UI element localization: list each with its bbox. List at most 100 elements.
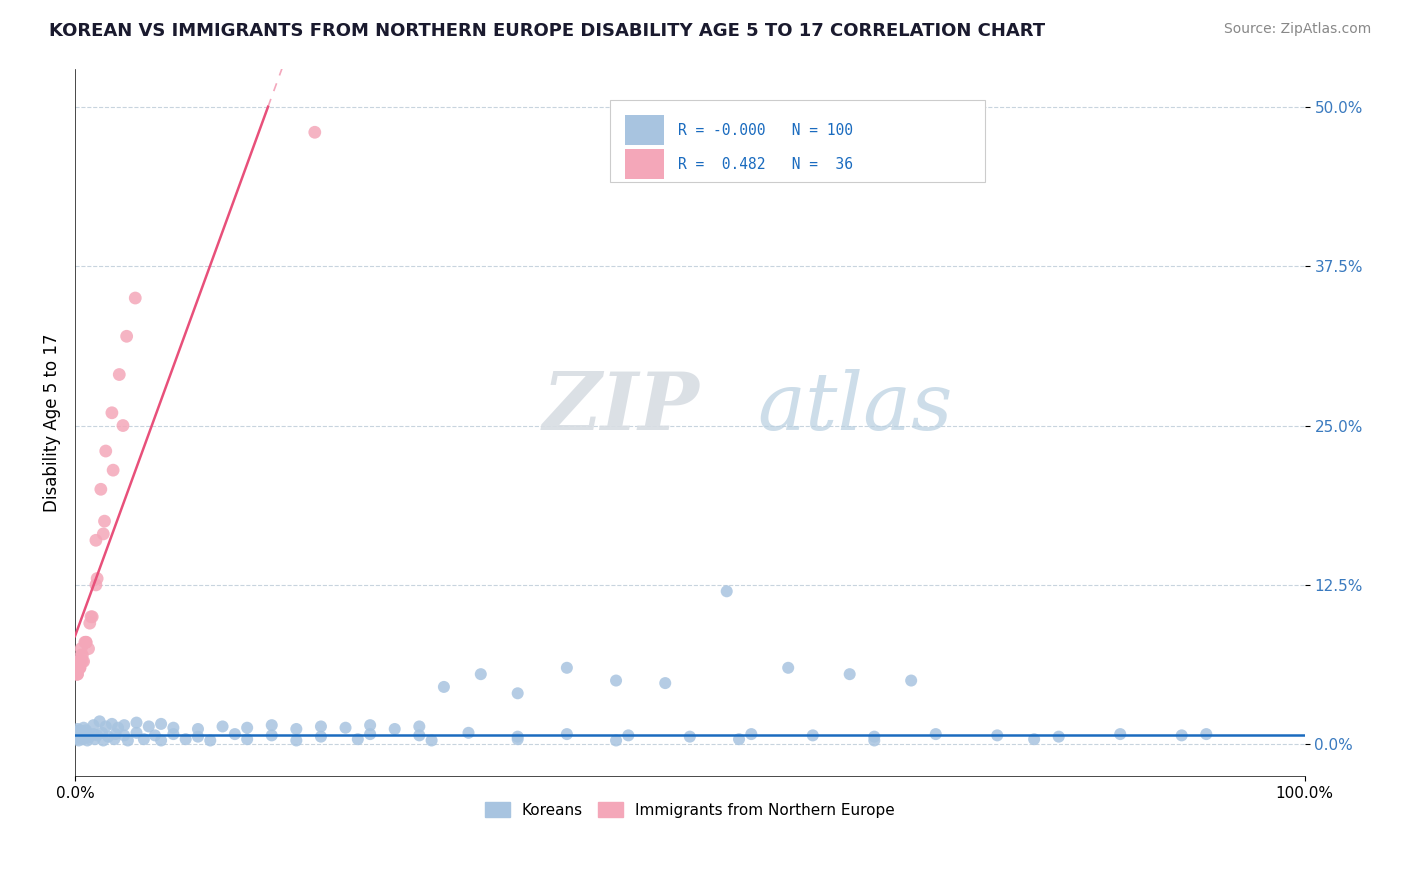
Point [67, 661, 90, 675]
Point [200, 733, 222, 747]
Point [76, 733, 98, 747]
Point [309, 719, 332, 733]
Point [72, 721, 94, 735]
Point [103, 732, 125, 747]
Point [75, 728, 97, 742]
Point [97, 730, 120, 744]
Point [76, 727, 98, 741]
Point [863, 730, 886, 744]
Point [801, 728, 824, 742]
Point [82, 727, 104, 741]
Text: R =  0.482   N =  36: R = 0.482 N = 36 [678, 157, 852, 171]
Point [82, 718, 104, 732]
Point [150, 733, 173, 747]
Point [67, 654, 90, 668]
Point [73, 730, 96, 744]
Point [506, 732, 529, 747]
Point [124, 291, 146, 305]
Point [104, 727, 127, 741]
Point [224, 727, 246, 741]
Point [66, 667, 89, 681]
Point [101, 463, 124, 477]
Point [111, 418, 134, 433]
Point [125, 726, 148, 740]
Point [65, 731, 87, 745]
Point [76, 731, 98, 745]
Point [72, 727, 94, 741]
Point [506, 730, 529, 744]
Point [925, 727, 948, 741]
Point [408, 719, 430, 733]
Point [555, 661, 578, 675]
Point [555, 727, 578, 741]
FancyBboxPatch shape [610, 101, 986, 182]
Point [143, 728, 166, 742]
Point [260, 718, 283, 732]
Point [187, 730, 209, 744]
Point [79, 616, 101, 631]
Point [617, 728, 640, 742]
Point [80, 609, 103, 624]
Point [174, 732, 197, 747]
Point [285, 722, 308, 736]
Point [67, 730, 90, 744]
Point [70, 728, 93, 742]
Point [986, 728, 1008, 742]
Point [359, 727, 381, 741]
Point [67, 654, 90, 668]
Point [863, 733, 886, 747]
Point [260, 728, 283, 742]
Point [70, 641, 93, 656]
Point [70, 648, 93, 662]
Point [65, 724, 87, 739]
Point [86, 572, 108, 586]
Point [506, 686, 529, 700]
Point [73, 726, 96, 740]
FancyBboxPatch shape [624, 115, 664, 145]
Point [72, 654, 94, 668]
Point [73, 635, 96, 649]
Point [285, 733, 308, 747]
Point [90, 483, 112, 497]
Point [94, 719, 117, 733]
Text: R = -0.000   N = 100: R = -0.000 N = 100 [678, 122, 852, 137]
Point [82, 609, 104, 624]
Point [79, 730, 101, 744]
Point [335, 721, 357, 735]
Point [433, 680, 456, 694]
Point [236, 732, 259, 747]
Point [75, 723, 97, 738]
Point [162, 721, 184, 735]
Point [94, 444, 117, 458]
Point [1170, 728, 1192, 742]
Point [72, 648, 94, 662]
Point [420, 733, 443, 747]
Point [115, 329, 138, 343]
Point [86, 728, 108, 742]
Point [72, 732, 94, 747]
Point [75, 635, 97, 649]
Point [69, 654, 91, 668]
Point [309, 730, 332, 744]
Point [1024, 732, 1046, 747]
Point [150, 717, 173, 731]
Point [211, 719, 233, 733]
Point [605, 733, 627, 747]
FancyBboxPatch shape [624, 149, 664, 179]
Point [304, 125, 326, 139]
Point [66, 667, 89, 681]
Text: KOREAN VS IMMIGRANTS FROM NORTHERN EUROPE DISABILITY AGE 5 TO 17 CORRELATION CHA: KOREAN VS IMMIGRANTS FROM NORTHERN EUROP… [49, 22, 1045, 40]
Point [716, 584, 738, 599]
Point [117, 733, 139, 747]
Point [728, 732, 751, 747]
Point [359, 718, 381, 732]
Point [93, 514, 115, 528]
Point [66, 661, 89, 675]
Point [84, 533, 107, 548]
Point [84, 578, 107, 592]
Point [65, 667, 87, 681]
Point [72, 654, 94, 668]
Point [77, 641, 100, 656]
Point [66, 727, 89, 741]
Point [91, 527, 114, 541]
